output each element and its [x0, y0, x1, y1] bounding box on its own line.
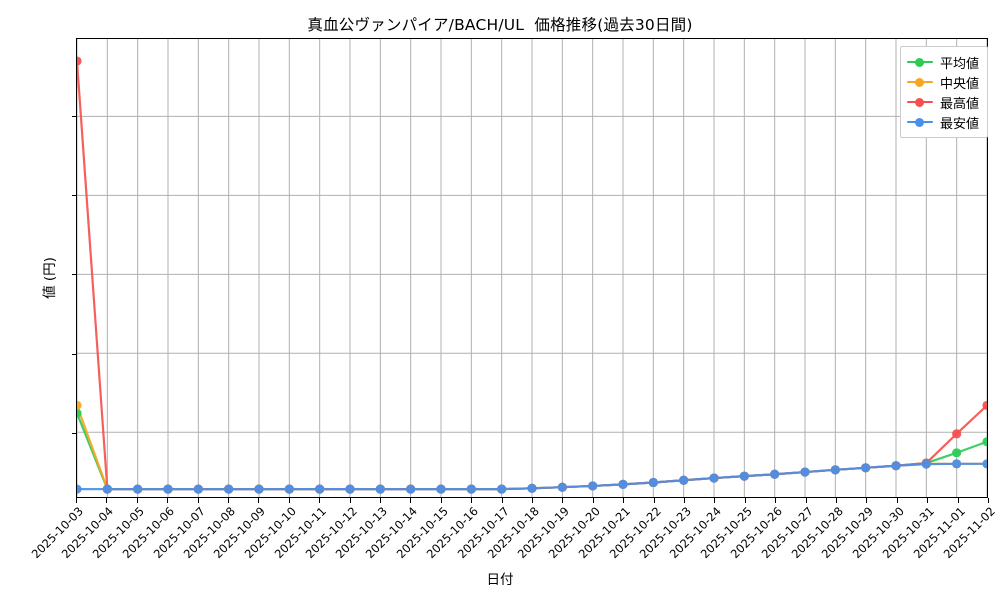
- legend-label: 中央値: [939, 76, 979, 92]
- legend-swatch-icon: [906, 116, 933, 128]
- x-tick-mark: [684, 498, 685, 503]
- x-tick-mark: [197, 498, 199, 503]
- x-tick-mark: [410, 498, 412, 503]
- x-tick-mark: [988, 498, 989, 503]
- x-tick-mark: [653, 498, 655, 503]
- y-tick-mark: [71, 195, 76, 197]
- x-tick-mark: [167, 498, 169, 503]
- x-tick-mark: [744, 498, 746, 503]
- x-tick-mark: [380, 498, 381, 503]
- gridlines: [77, 39, 987, 497]
- legend-item-0[interactable]: 平均値: [906, 52, 979, 72]
- x-tick-mark: [866, 498, 868, 503]
- legend-item-2[interactable]: 最高値: [906, 92, 979, 112]
- x-tick-mark: [775, 498, 777, 503]
- chart-title: 真血公ヴァンパイア/BACH/UL 価格推移(過去30日間): [307, 16, 693, 34]
- legend-swatch-icon: [906, 76, 933, 88]
- x-tick-mark: [288, 498, 290, 503]
- chart-legend[interactable]: 平均値 中央値 最高値 最安値: [899, 46, 988, 138]
- legend-label: 最安値: [939, 116, 979, 132]
- y-tick-mark: [71, 353, 76, 355]
- x-tick-mark: [836, 498, 837, 503]
- x-tick-mark: [76, 498, 77, 503]
- y-tick-mark: [71, 274, 76, 276]
- legend-item-3[interactable]: 最安値: [906, 112, 979, 132]
- legend-label: 最高値: [939, 96, 979, 112]
- x-tick-mark: [349, 498, 351, 503]
- x-tick-mark: [927, 498, 929, 503]
- series-lines: [77, 56, 987, 494]
- x-tick-mark: [623, 498, 625, 503]
- x-tick-mark: [228, 498, 229, 503]
- x-tick-mark: [258, 498, 260, 503]
- x-tick-mark: [319, 498, 321, 503]
- x-tick-mark: [106, 498, 108, 503]
- legend-swatch-icon: [906, 56, 933, 68]
- y-tick-mark: [71, 432, 76, 434]
- x-tick-mark: [471, 498, 473, 503]
- x-tick-mark: [136, 498, 138, 503]
- x-tick-mark: [896, 498, 898, 503]
- legend-label: 平均値: [939, 56, 979, 72]
- x-tick-mark: [957, 498, 959, 503]
- x-tick-mark: [501, 498, 503, 503]
- y-axis-label: 値 (円): [42, 257, 58, 299]
- plot-area: [76, 38, 988, 498]
- x-tick-mark: [805, 498, 807, 503]
- x-tick-mark: [592, 498, 594, 503]
- x-tick-mark: [440, 498, 442, 503]
- x-axis-label: 日付: [486, 572, 514, 588]
- y-tick-mark: [71, 115, 76, 117]
- legend-item-1[interactable]: 中央値: [906, 72, 979, 92]
- x-tick-mark: [532, 498, 533, 503]
- x-tick-mark: [562, 498, 564, 503]
- legend-swatch-icon: [906, 96, 933, 108]
- x-tick-mark: [714, 498, 716, 503]
